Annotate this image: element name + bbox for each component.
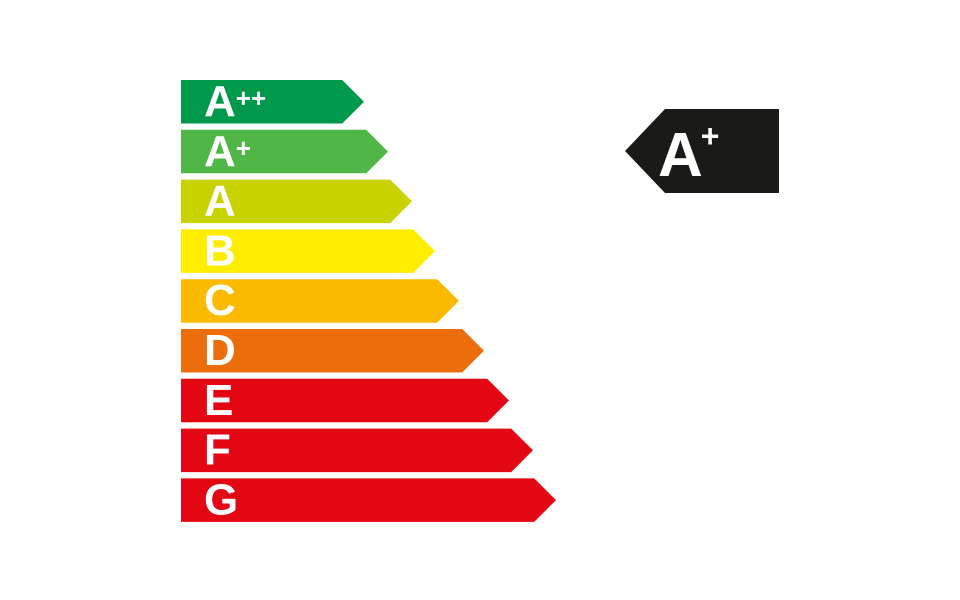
svg-text:D: D xyxy=(204,326,236,375)
svg-text:B: B xyxy=(204,226,236,275)
svg-text:E: E xyxy=(204,376,233,425)
svg-text:A: A xyxy=(204,177,236,226)
svg-text:F: F xyxy=(204,426,231,475)
svg-text:G: G xyxy=(204,475,238,524)
svg-text:C: C xyxy=(204,276,236,325)
